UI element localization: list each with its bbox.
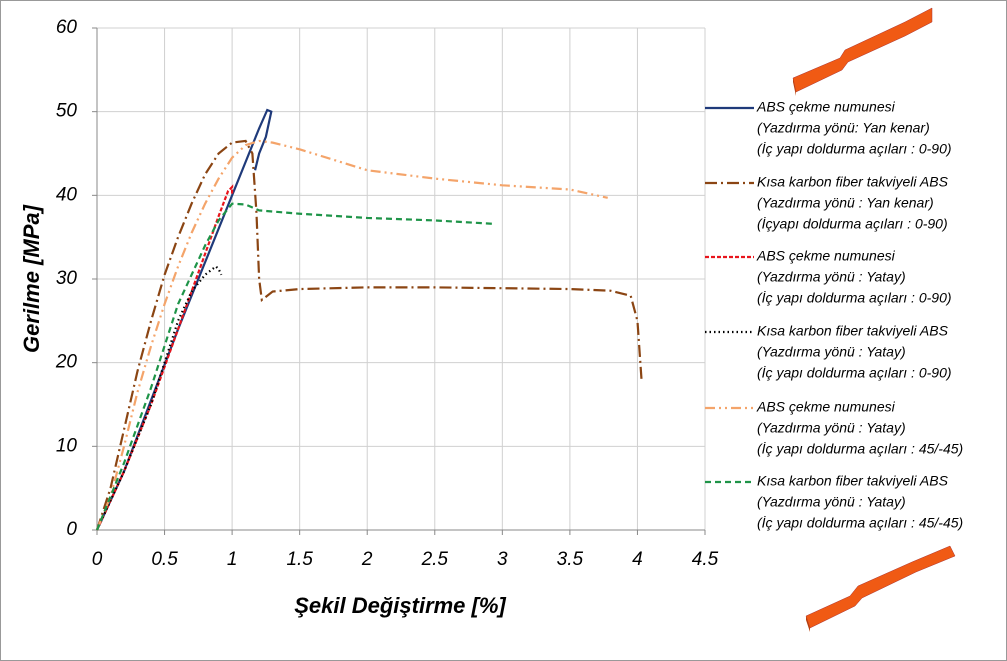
x-tick-label: 4.5 <box>692 549 719 570</box>
legend-detail: (Yazdırma yönü : Yatay) <box>757 269 906 285</box>
series-line <box>95 139 608 531</box>
y-tick-label: 0 <box>66 519 77 540</box>
y-tick-label: 30 <box>56 268 78 289</box>
legend-label: Kısa karbon fiber takviyeli ABS <box>757 174 949 190</box>
y-axis-title: Gerilme [MPa] <box>19 204 44 353</box>
x-tick-label: 4 <box>632 549 643 570</box>
legend-label: ABS çekme numunesi <box>756 248 896 264</box>
x-tick-label: 2 <box>361 549 373 570</box>
legend-detail: (Yazdırma yönü : Yan kenar) <box>757 195 934 211</box>
series-line <box>95 202 493 531</box>
legend-detail: (Yazdırma yönü : Yatay) <box>757 420 906 436</box>
legend-detail: (Yazdırma yönü: Yan kenar) <box>757 120 930 136</box>
y-tick-label: 50 <box>56 101 78 122</box>
legend-label: ABS çekme numunesi <box>756 99 896 115</box>
x-tick-label: 0.5 <box>151 549 178 570</box>
y-tick-label: 60 <box>56 17 78 38</box>
legend-detail: (Yazdırma yönü : Yatay) <box>757 494 906 510</box>
legend-detail: (İç yapı doldurma açıları : 45/-45) <box>757 515 963 531</box>
series-line <box>96 265 223 531</box>
series-line <box>96 108 273 531</box>
x-tick-label: 1.5 <box>286 549 313 570</box>
y-tick-label: 20 <box>55 352 78 373</box>
legend-detail: (İç yapı doldurma açıları : 0-90) <box>757 365 952 381</box>
y-tick-label: 10 <box>56 435 78 456</box>
x-tick-label: 0 <box>92 549 103 570</box>
x-tick-label: 2.5 <box>421 549 449 570</box>
legend-label: ABS çekme numunesi <box>756 399 896 415</box>
legend-detail: (İç yapı doldurma açıları : 0-90) <box>757 290 952 306</box>
x-tick-label: 3 <box>497 549 508 570</box>
legend-detail: (Yazdırma yönü : Yatay) <box>757 344 906 360</box>
y-tick-label: 40 <box>56 184 78 205</box>
x-axis-title: Şekil Değiştirme [%] <box>294 593 506 618</box>
specimen-bottom <box>805 545 956 632</box>
specimen-top <box>792 7 933 96</box>
legend-label: Kısa karbon fiber takviyeli ABS <box>757 473 949 489</box>
x-tick-label: 3.5 <box>557 549 584 570</box>
series-line <box>96 184 234 531</box>
legend-detail: (İç yapı doldurma açıları : 45/-45) <box>757 441 963 457</box>
legend-detail: (İç yapı doldurma açıları : 0-90) <box>757 141 952 157</box>
legend-detail: (İçyapı doldurma açıları : 0-90) <box>757 216 948 232</box>
legend-label: Kısa karbon fiber takviyeli ABS <box>757 323 949 339</box>
series-line <box>95 139 643 531</box>
x-tick-label: 1 <box>227 549 238 570</box>
